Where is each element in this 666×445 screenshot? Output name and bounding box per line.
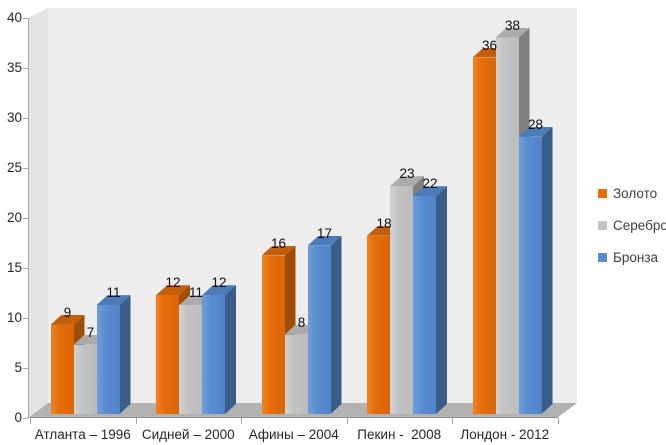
x-label-3: Пекин - 2008 [357, 427, 442, 442]
bar-value-label: 9 [63, 304, 72, 320]
bar-value-label: 22 [422, 176, 438, 192]
x-label-0: Атланта – 1996 [34, 427, 131, 442]
bar-gold-0-top-face [51, 315, 85, 325]
legend-swatch-silver [598, 221, 607, 230]
legend-item-silver[interactable]: Серебро [598, 218, 666, 233]
x-tick-mark [30, 418, 31, 424]
bar-bronze-1-side-face [225, 285, 236, 414]
legend-swatch-gold [598, 189, 607, 198]
bar-silver-3-top-face [390, 176, 424, 186]
bar-silver-2[interactable] [284, 334, 308, 414]
y-axis-line [28, 18, 29, 418]
bar-bronze-1[interactable] [202, 295, 225, 414]
x-tick-mark [452, 418, 453, 424]
y-tick-label: 0 [14, 410, 22, 425]
x-label-4: Лондон - 2012 [460, 427, 550, 442]
bar-bronze-4-side-face [542, 127, 553, 414]
chart-wall-side [28, 8, 48, 418]
bar-silver-1-top-face [179, 295, 213, 305]
bar-value-label: 12 [211, 275, 227, 291]
bar-value-label: 18 [376, 215, 392, 231]
y-tick-mark [23, 18, 28, 19]
bar-bronze-1-top-face [202, 285, 236, 295]
legend-label: Бронза [613, 250, 659, 265]
bar-gold-2-side-face [285, 246, 296, 414]
y-tick-label: 40 [6, 10, 22, 25]
bar-value-label: 8 [297, 314, 306, 330]
bar-bronze-3-side-face [436, 186, 447, 414]
y-tick-label: 30 [6, 110, 22, 125]
legend-swatch-bronze [598, 253, 607, 262]
bar-gold-1-top-face [156, 285, 190, 295]
bar-value-label: 28 [527, 116, 544, 132]
y-tick-label: 25 [6, 160, 22, 175]
bar-bronze-2-side-face [331, 236, 342, 414]
bar-bronze-0-side-face [120, 295, 131, 414]
x-label-1: Сидней – 2000 [141, 427, 235, 442]
bar-gold-2[interactable] [261, 255, 285, 414]
bar-bronze-4[interactable] [518, 136, 542, 414]
legend-label: Золото [613, 186, 658, 201]
y-tick-mark [23, 418, 28, 419]
bar-silver-0[interactable] [73, 344, 97, 414]
bar-silver-0-top-face [74, 335, 108, 345]
bar-gold-1[interactable] [156, 295, 179, 414]
bar-bronze-3-top-face [413, 186, 447, 196]
bar-value-label: 23 [399, 166, 415, 182]
y-tick-label: 10 [6, 310, 22, 325]
bar-bronze-3[interactable] [413, 196, 436, 414]
y-tick-label: 35 [6, 60, 22, 75]
legend-label: Серебро [613, 218, 666, 233]
x-tick-mark [557, 418, 559, 424]
bar-gold-3[interactable] [367, 235, 390, 414]
bar-silver-3[interactable] [390, 186, 413, 414]
bar-gold-4[interactable] [472, 57, 496, 414]
y-tick-mark [23, 218, 28, 219]
y-tick-mark [23, 268, 28, 269]
bar-value-label: 7 [86, 324, 95, 340]
bar-value-label: 11 [106, 285, 121, 301]
y-tick-label: 15 [6, 260, 22, 275]
bar-gold-3-top-face [367, 226, 401, 236]
bar-gold-2-top-face [262, 246, 296, 256]
y-tick-mark [23, 318, 28, 319]
bar-silver-2-top-face [285, 325, 319, 335]
bar-silver-4[interactable] [495, 37, 519, 414]
bar-value-label: 17 [316, 225, 333, 241]
x-tick-mark [346, 418, 348, 424]
x-tick-mark [135, 418, 137, 424]
bar-value-label: 16 [270, 235, 287, 251]
x-label-2: Афины – 2004 [248, 427, 339, 442]
legend: Золото Серебро Бронза [598, 186, 666, 282]
bar-gold-4-top-face [473, 48, 507, 58]
chart-floor-edge [28, 416, 558, 418]
bar-bronze-4-top-face [519, 127, 553, 137]
y-tick-label: 5 [14, 360, 22, 375]
y-tick-label: 20 [6, 210, 22, 225]
bar-bronze-2-top-face [308, 236, 342, 246]
y-tick-mark [23, 118, 28, 119]
bar-bronze-0-top-face [97, 295, 131, 305]
legend-item-gold[interactable]: Золото [598, 186, 666, 201]
bar-bronze-2[interactable] [307, 245, 331, 414]
bar-bronze-0[interactable] [96, 305, 120, 414]
y-tick-mark [23, 68, 28, 69]
x-tick-mark [241, 418, 242, 424]
y-tick-mark [23, 368, 28, 369]
bar-value-label: 12 [165, 275, 181, 291]
bar-value-label: 36 [481, 37, 498, 53]
legend-item-bronze[interactable]: Бронза [598, 250, 666, 265]
bar-gold-0[interactable] [50, 324, 74, 414]
bar-value-label: 38 [504, 17, 521, 33]
bar-value-label: 11 [188, 285, 204, 301]
bar-silver-1[interactable] [179, 305, 202, 414]
bar-silver-4-top-face [496, 28, 530, 38]
y-tick-mark [23, 168, 28, 169]
